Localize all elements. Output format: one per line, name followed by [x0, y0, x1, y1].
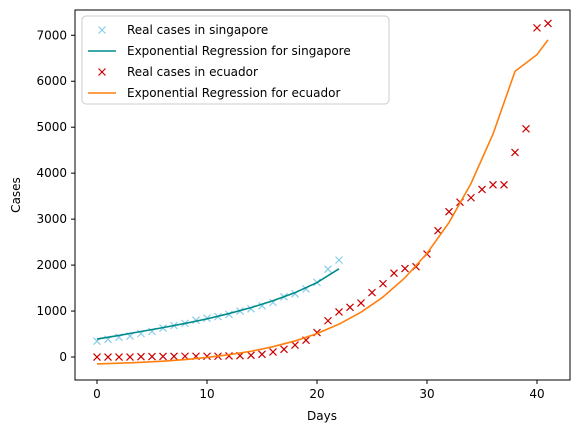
data-point — [522, 124, 530, 133]
data-point — [291, 341, 299, 349]
data-point — [500, 180, 508, 189]
y-tick-label: 4000 — [36, 166, 67, 180]
x-tick-label: 40 — [529, 387, 544, 401]
data-point — [170, 352, 178, 361]
data-point — [489, 180, 497, 189]
legend-entry: Exponential Regression for singapore — [88, 44, 351, 58]
y-tick-label: 1000 — [36, 304, 67, 318]
data-point — [192, 316, 200, 325]
series-3 — [96, 39, 549, 365]
regression-line — [96, 268, 340, 340]
data-point — [511, 148, 519, 157]
y-tick-label: 0 — [59, 350, 67, 364]
legend-box — [81, 15, 390, 105]
data-point — [434, 226, 442, 235]
regression-line — [96, 39, 549, 365]
x-tick-label: 0 — [93, 387, 101, 401]
legend-entry: Real cases in singapore — [98, 23, 268, 37]
y-tick-label: 2000 — [36, 258, 67, 272]
legend-marker-swatch — [98, 68, 106, 76]
series-1 — [96, 268, 340, 340]
data-point — [280, 345, 288, 354]
legend-label: Exponential Regression for singapore — [127, 44, 351, 58]
y-tick-label: 5000 — [36, 120, 67, 134]
data-point — [533, 23, 541, 32]
legend-label: Real cases in ecuador — [127, 65, 258, 79]
data-point — [368, 288, 376, 297]
data-point — [203, 352, 211, 361]
data-point — [324, 316, 332, 325]
data-point — [247, 351, 255, 360]
data-point — [115, 353, 123, 361]
legend-marker-swatch — [98, 26, 106, 34]
data-point — [357, 299, 365, 308]
data-point — [346, 303, 354, 312]
data-point — [390, 269, 398, 278]
legend-label: Real cases in singapore — [127, 23, 268, 37]
legend: Real cases in singapore Exponential Regre… — [81, 15, 390, 105]
legend-label: Exponential Regression for ecuador — [127, 86, 340, 100]
legend-entry: Real cases in ecuador — [98, 65, 258, 79]
data-point — [269, 347, 277, 356]
y-axis: 0 1000 2000 3000 4000 5000 6000 7000 — [36, 28, 75, 364]
data-point — [401, 264, 409, 273]
x-tick-label: 20 — [309, 387, 324, 401]
data-point — [93, 353, 101, 361]
data-point — [137, 352, 145, 361]
y-tick-label: 7000 — [36, 28, 67, 42]
y-axis-label: Cases — [9, 177, 23, 213]
data-point — [467, 193, 475, 202]
data-point — [324, 265, 332, 274]
data-point — [335, 308, 343, 316]
x-tick-label: 30 — [419, 387, 434, 401]
x-axis-label: Days — [307, 409, 337, 423]
data-point — [379, 279, 387, 288]
legend-entry: Exponential Regression for ecuador — [88, 86, 340, 100]
data-point — [335, 256, 343, 265]
data-point — [104, 353, 112, 361]
series-layer — [93, 19, 552, 365]
data-point — [478, 185, 486, 194]
data-point — [258, 350, 266, 359]
data-point — [148, 352, 156, 361]
data-point — [544, 19, 552, 28]
x-axis: 0 10 20 30 40 — [93, 380, 545, 401]
x-tick-label: 10 — [199, 387, 214, 401]
data-point — [445, 207, 453, 216]
y-tick-label: 3000 — [36, 212, 67, 226]
data-point — [126, 353, 134, 361]
data-point — [159, 352, 167, 361]
y-tick-label: 6000 — [36, 74, 67, 88]
